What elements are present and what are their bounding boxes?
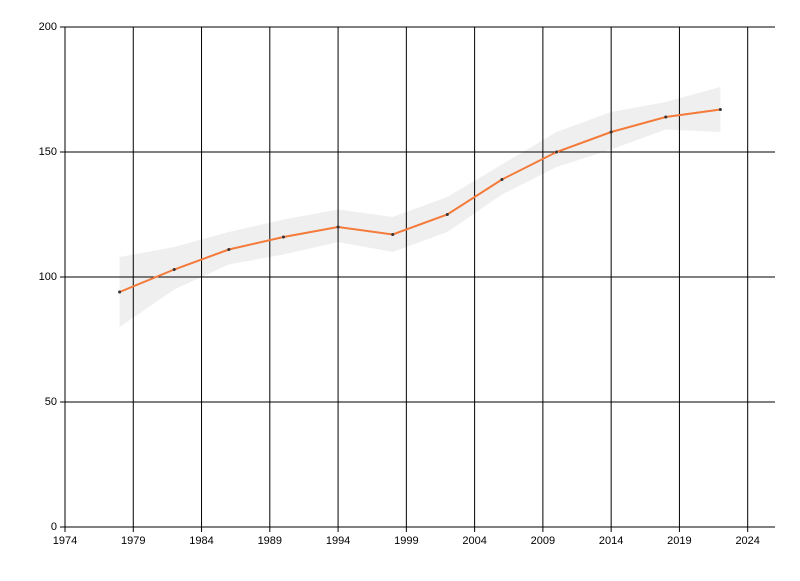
x-tick-label: 1989 <box>258 535 282 547</box>
y-tick-label: 100 <box>39 271 57 283</box>
point <box>391 233 395 236</box>
x-tick-label: 2009 <box>531 535 555 547</box>
y-tick-label: 50 <box>45 396 57 408</box>
point <box>664 115 668 119</box>
x-tick-label: 2024 <box>735 535 759 547</box>
x-tick-label: 1994 <box>326 535 350 547</box>
point <box>555 150 559 154</box>
point <box>336 225 340 229</box>
y-tick-label: 0 <box>51 521 57 533</box>
point <box>718 108 722 111</box>
x-tick-label: 1979 <box>121 535 145 547</box>
x-tick-label: 2019 <box>667 535 691 547</box>
point <box>227 248 231 251</box>
x-tick-label: 1974 <box>53 535 77 547</box>
point <box>281 235 285 239</box>
point <box>172 268 176 271</box>
point <box>445 213 449 216</box>
y-tick-label: 200 <box>39 21 57 33</box>
x-tick-label: 2014 <box>599 535 623 547</box>
confidence-band <box>119 87 721 327</box>
point <box>118 290 122 294</box>
point <box>609 130 613 134</box>
line <box>119 108 721 293</box>
x-tick-label: 2004 <box>462 535 486 547</box>
x-tick-label: 1984 <box>189 535 213 547</box>
y-tick-label: 150 <box>39 146 57 158</box>
point <box>500 178 504 181</box>
x-tick-label: 1999 <box>394 535 418 547</box>
